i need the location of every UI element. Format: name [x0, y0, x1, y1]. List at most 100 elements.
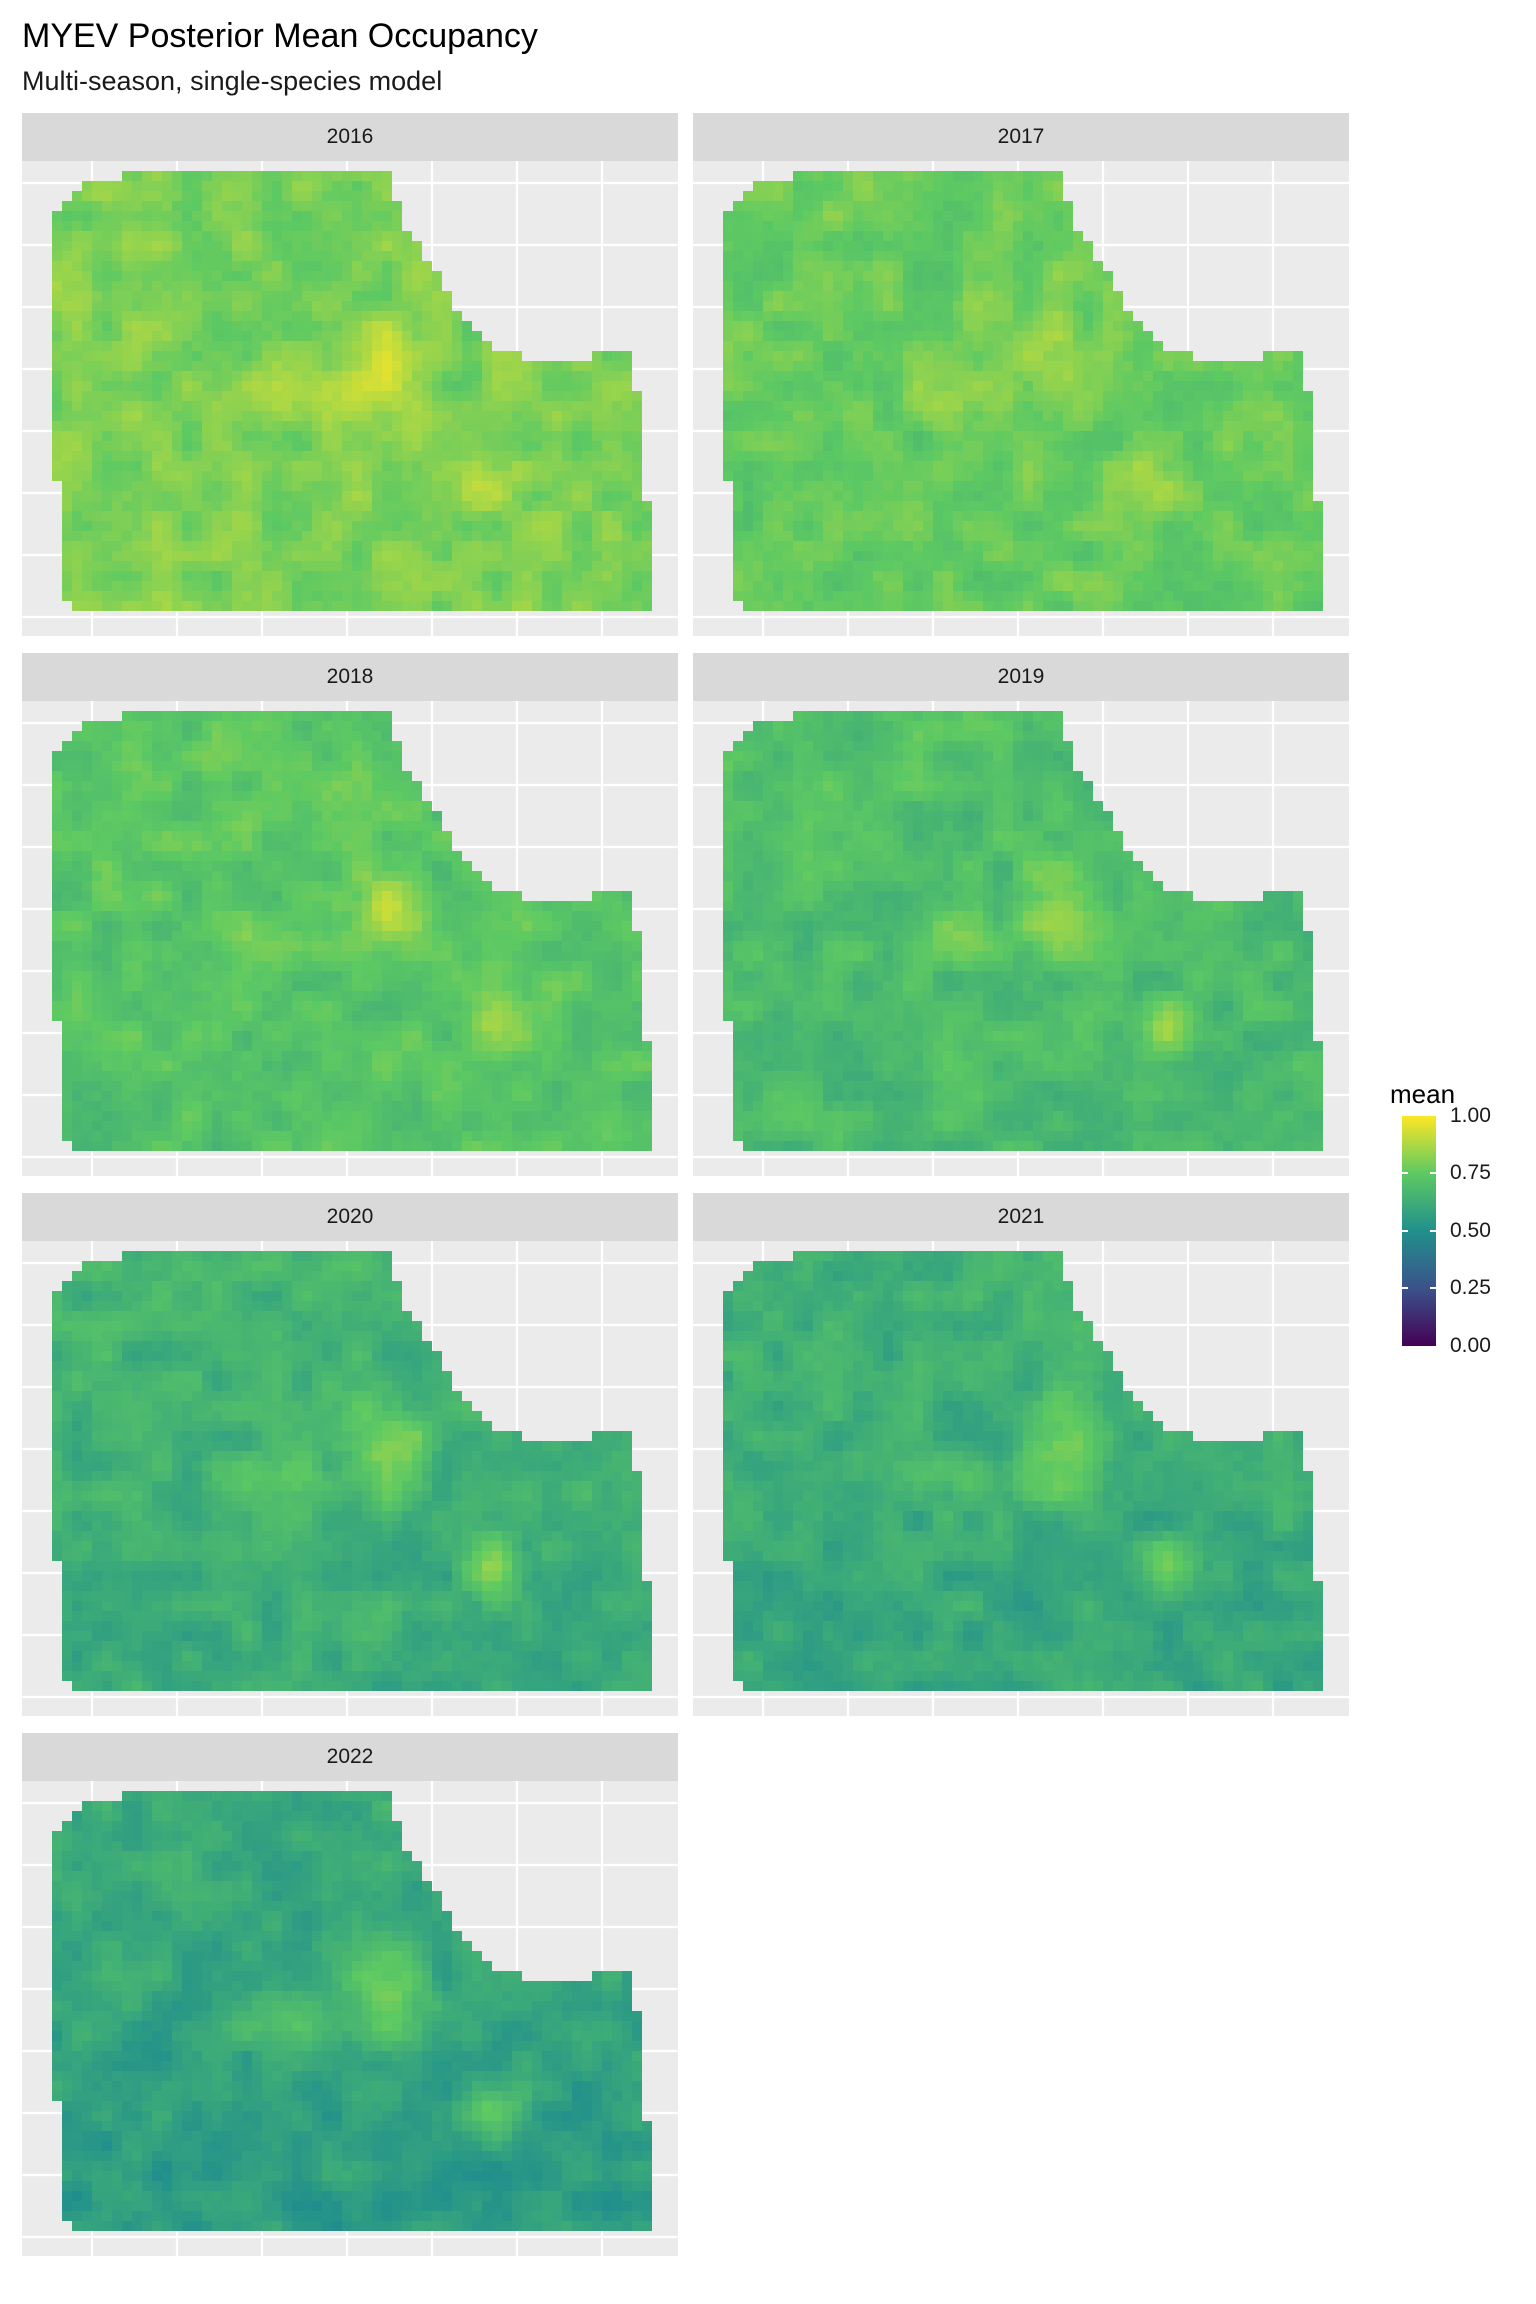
occupancy-cell	[1013, 511, 1023, 521]
occupancy-cell	[522, 431, 532, 441]
occupancy-cell	[612, 601, 622, 611]
occupancy-cell	[52, 791, 62, 801]
occupancy-cell	[1003, 561, 1013, 571]
occupancy-cell	[903, 281, 913, 291]
occupancy-cell	[242, 601, 252, 611]
occupancy-cell	[853, 171, 863, 181]
occupancy-cell	[893, 241, 903, 251]
occupancy-cell	[352, 491, 362, 501]
occupancy-cell	[923, 491, 933, 501]
occupancy-cell	[232, 431, 242, 441]
occupancy-cell	[873, 441, 883, 451]
occupancy-cell	[122, 721, 132, 731]
occupancy-cell	[1143, 341, 1153, 351]
occupancy-cell	[92, 231, 102, 241]
occupancy-cell	[783, 181, 793, 191]
occupancy-cell	[132, 261, 142, 271]
occupancy-cell	[943, 551, 953, 561]
occupancy-cell	[132, 231, 142, 241]
occupancy-cell	[853, 581, 863, 591]
occupancy-cell	[1003, 471, 1013, 481]
occupancy-cell	[893, 431, 903, 441]
occupancy-cell	[733, 551, 743, 561]
occupancy-cell	[923, 531, 933, 541]
occupancy-cell	[1313, 511, 1323, 521]
occupancy-cell	[823, 201, 833, 211]
occupancy-cell	[1103, 391, 1113, 401]
occupancy-cell	[913, 531, 923, 541]
occupancy-cell	[322, 361, 332, 371]
occupancy-cell	[843, 181, 853, 191]
occupancy-cell	[92, 451, 102, 461]
occupancy-cell	[262, 381, 272, 391]
occupancy-cell	[813, 411, 823, 421]
occupancy-cell	[372, 571, 382, 581]
occupancy-cell	[202, 301, 212, 311]
occupancy-cell	[152, 711, 162, 721]
occupancy-cell	[152, 171, 162, 181]
occupancy-cell	[432, 401, 442, 411]
occupancy-cell	[462, 541, 472, 551]
occupancy-cell	[1153, 451, 1163, 461]
occupancy-cell	[122, 841, 132, 851]
occupancy-cell	[873, 201, 883, 211]
occupancy-cell	[112, 771, 122, 781]
occupancy-cell	[753, 521, 763, 531]
occupancy-cell	[843, 411, 853, 421]
occupancy-cell	[1283, 511, 1293, 521]
occupancy-cell	[322, 821, 332, 831]
occupancy-cell	[362, 721, 372, 731]
occupancy-cell	[1023, 511, 1033, 521]
occupancy-cell	[893, 501, 903, 511]
occupancy-cell	[572, 491, 582, 501]
occupancy-cell	[242, 831, 252, 841]
occupancy-cell	[332, 231, 342, 241]
occupancy-cell	[472, 511, 482, 521]
occupancy-cell	[753, 471, 763, 481]
occupancy-cell	[973, 561, 983, 571]
occupancy-cell	[412, 561, 422, 571]
occupancy-cell	[733, 391, 743, 401]
occupancy-cell	[192, 861, 202, 871]
occupancy-cell	[632, 521, 642, 531]
occupancy-cell	[1093, 451, 1103, 461]
occupancy-cell	[462, 391, 472, 401]
occupancy-cell	[773, 371, 783, 381]
occupancy-cell	[292, 771, 302, 781]
occupancy-cell	[282, 801, 292, 811]
occupancy-cell	[1233, 471, 1243, 481]
occupancy-cell	[302, 321, 312, 331]
occupancy-cell	[843, 281, 853, 291]
occupancy-cell	[92, 751, 102, 761]
occupancy-cell	[112, 321, 122, 331]
occupancy-cell	[72, 841, 82, 851]
occupancy-cell	[122, 441, 132, 451]
occupancy-cell	[332, 521, 342, 531]
occupancy-cell	[82, 861, 92, 871]
occupancy-cell	[242, 431, 252, 441]
occupancy-cell	[853, 281, 863, 291]
occupancy-cell	[482, 401, 492, 411]
occupancy-cell	[222, 171, 232, 181]
occupancy-cell	[492, 391, 502, 401]
occupancy-cell	[1013, 171, 1023, 181]
occupancy-cell	[1093, 501, 1103, 511]
occupancy-cell	[1053, 211, 1063, 221]
occupancy-cell	[572, 511, 582, 521]
occupancy-cell	[803, 241, 813, 251]
occupancy-cell	[1113, 371, 1123, 381]
occupancy-cell	[492, 381, 502, 391]
occupancy-cell	[1093, 581, 1103, 591]
occupancy-cell	[412, 251, 422, 261]
occupancy-cell	[462, 571, 472, 581]
occupancy-cell	[212, 751, 222, 761]
occupancy-cell	[142, 301, 152, 311]
occupancy-cell	[242, 561, 252, 571]
occupancy-cell	[142, 281, 152, 291]
occupancy-cell	[1023, 411, 1033, 421]
occupancy-cell	[833, 541, 843, 551]
occupancy-cell	[532, 531, 542, 541]
occupancy-cell	[242, 211, 252, 221]
occupancy-cell	[212, 511, 222, 521]
occupancy-cell	[562, 451, 572, 461]
